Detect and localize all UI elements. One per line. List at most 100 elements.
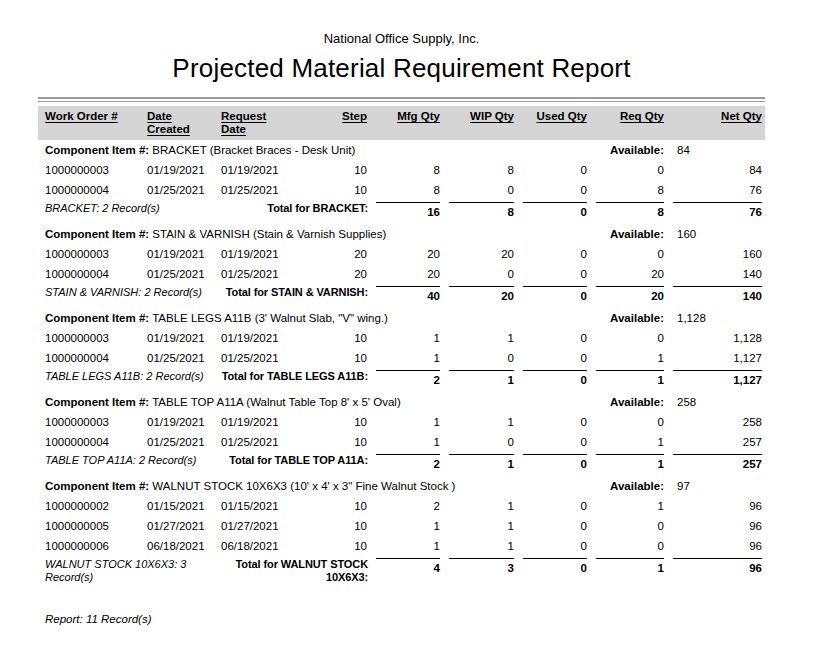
- cell-request-date: 01/19/2021: [210, 328, 290, 348]
- page-title: Projected Material Requirement Report: [38, 53, 765, 83]
- cell-work-order: 1000000002: [38, 496, 140, 516]
- table-row: 1000000003 01/19/2021 01/19/2021 20 20 2…: [38, 244, 765, 264]
- col-header-request-date: Request Date: [210, 106, 290, 140]
- cell-step: 10: [290, 180, 370, 200]
- total-net-qty: 257: [667, 452, 765, 476]
- total-req-qty: 20: [590, 284, 667, 308]
- cell-used-qty: 0: [517, 180, 590, 200]
- component-header-row: Component Item #: TABLE TOP A11A (Walnut…: [38, 392, 765, 412]
- col-header-used-qty: Used Qty: [517, 106, 590, 140]
- cell-req-qty: 0: [590, 328, 667, 348]
- total-mfg-qty: 40: [370, 284, 443, 308]
- cell-date-created: 01/19/2021: [140, 244, 210, 264]
- cell-net-qty: 96: [667, 496, 765, 516]
- section-record-count: TABLE LEGS A11B: 2 Record(s): [38, 368, 210, 392]
- company-name: National Office Supply, Inc.: [38, 31, 765, 46]
- cell-used-qty: 0: [517, 328, 590, 348]
- cell-net-qty: 1,128: [667, 328, 765, 348]
- cell-mfg-qty: 1: [370, 328, 443, 348]
- component-item-label: Component Item #:: [45, 396, 149, 408]
- component-header-row: Component Item #: BRACKET (Bracket Brace…: [38, 140, 765, 160]
- section-record-count: TABLE TOP A11A: 2 Record(s): [38, 452, 210, 476]
- cell-net-qty: 257: [667, 432, 765, 452]
- total-used-qty: 0: [517, 284, 590, 308]
- cell-date-created: 01/25/2021: [140, 180, 210, 200]
- component-header-row: Component Item #: WALNUT STOCK 10X6X3 (1…: [38, 476, 765, 496]
- cell-req-qty: 1: [590, 348, 667, 368]
- cell-req-qty: 20: [590, 264, 667, 284]
- header-divider: [38, 97, 765, 102]
- section-record-count: STAIN & VARNISH: 2 Record(s): [38, 284, 210, 308]
- section-record-count: BRACKET: 2 Record(s): [38, 200, 210, 224]
- cell-used-qty: 0: [517, 244, 590, 264]
- section-total-label: Total for TABLE TOP A11A:: [210, 452, 370, 476]
- available-value: 160: [667, 224, 765, 244]
- cell-date-created: 01/19/2021: [140, 160, 210, 180]
- available-label: Available:: [590, 308, 667, 328]
- cell-step: 10: [290, 348, 370, 368]
- cell-wip-qty: 1: [443, 328, 517, 348]
- col-header-net-qty: Net Qty: [667, 106, 765, 140]
- cell-used-qty: 0: [517, 264, 590, 284]
- section-total-row: WALNUT STOCK 10X6X3: 3 Record(s) Total f…: [38, 556, 765, 589]
- cell-used-qty: 0: [517, 160, 590, 180]
- cell-wip-qty: 1: [443, 536, 517, 556]
- total-mfg-qty: 2: [370, 368, 443, 392]
- cell-net-qty: 96: [667, 516, 765, 536]
- section-record-count: WALNUT STOCK 10X6X3: 3 Record(s): [38, 556, 210, 589]
- total-net-qty: 96: [667, 556, 765, 589]
- total-wip-qty: 1: [443, 368, 517, 392]
- cell-work-order: 1000000003: [38, 412, 140, 432]
- total-wip-qty: 3: [443, 556, 517, 589]
- total-req-qty: 1: [590, 368, 667, 392]
- cell-wip-qty: 0: [443, 264, 517, 284]
- cell-req-qty: 0: [590, 516, 667, 536]
- cell-mfg-qty: 8: [370, 160, 443, 180]
- report-page: National Office Supply, Inc. Projected M…: [38, 31, 765, 625]
- component-item-value: BRACKET (Bracket Braces - Desk Unit): [152, 144, 355, 156]
- cell-net-qty: 258: [667, 412, 765, 432]
- cell-date-created: 01/19/2021: [140, 412, 210, 432]
- cell-step: 10: [290, 412, 370, 432]
- section-total-row: STAIN & VARNISH: 2 Record(s) Total for S…: [38, 284, 765, 308]
- cell-work-order: 1000000005: [38, 516, 140, 536]
- total-mfg-qty: 16: [370, 200, 443, 224]
- cell-req-qty: 0: [590, 244, 667, 264]
- column-header-row: Work Order # Date Created Request Date S…: [38, 106, 765, 140]
- table-row: 1000000002 01/15/2021 01/15/2021 10 2 1 …: [38, 496, 765, 516]
- available-value: 97: [667, 476, 765, 496]
- cell-req-qty: 0: [590, 536, 667, 556]
- total-used-qty: 0: [517, 452, 590, 476]
- cell-mfg-qty: 1: [370, 348, 443, 368]
- total-used-qty: 0: [517, 368, 590, 392]
- cell-wip-qty: 20: [443, 244, 517, 264]
- total-mfg-qty: 4: [370, 556, 443, 589]
- total-used-qty: 0: [517, 556, 590, 589]
- component-item-value: TABLE TOP A11A (Walnut Table Top 8' x 5'…: [152, 396, 401, 408]
- available-label: Available:: [590, 224, 667, 244]
- component-item: Component Item #: WALNUT STOCK 10X6X3 (1…: [38, 476, 590, 496]
- cell-req-qty: 8: [590, 180, 667, 200]
- table-row: 1000000004 01/25/2021 01/25/2021 10 8 0 …: [38, 180, 765, 200]
- cell-wip-qty: 8: [443, 160, 517, 180]
- cell-request-date: 01/27/2021: [210, 516, 290, 536]
- cell-net-qty: 84: [667, 160, 765, 180]
- total-net-qty: 140: [667, 284, 765, 308]
- table-row: 1000000006 06/18/2021 06/18/2021 10 1 1 …: [38, 536, 765, 556]
- total-wip-qty: 8: [443, 200, 517, 224]
- report-record-count: Report: 11 Record(s): [45, 613, 765, 625]
- section-total-label: Total for STAIN & VARNISH:: [210, 284, 370, 308]
- cell-date-created: 01/25/2021: [140, 264, 210, 284]
- cell-used-qty: 0: [517, 432, 590, 452]
- col-header-step: Step: [290, 106, 370, 140]
- cell-used-qty: 0: [517, 412, 590, 432]
- cell-date-created: 06/18/2021: [140, 536, 210, 556]
- cell-wip-qty: 1: [443, 496, 517, 516]
- cell-wip-qty: 1: [443, 412, 517, 432]
- component-header-row: Component Item #: TABLE LEGS A11B (3' Wa…: [38, 308, 765, 328]
- cell-wip-qty: 0: [443, 348, 517, 368]
- material-requirement-table: Work Order # Date Created Request Date S…: [38, 106, 765, 589]
- cell-mfg-qty: 20: [370, 244, 443, 264]
- component-item-label: Component Item #:: [45, 228, 149, 240]
- cell-mfg-qty: 20: [370, 264, 443, 284]
